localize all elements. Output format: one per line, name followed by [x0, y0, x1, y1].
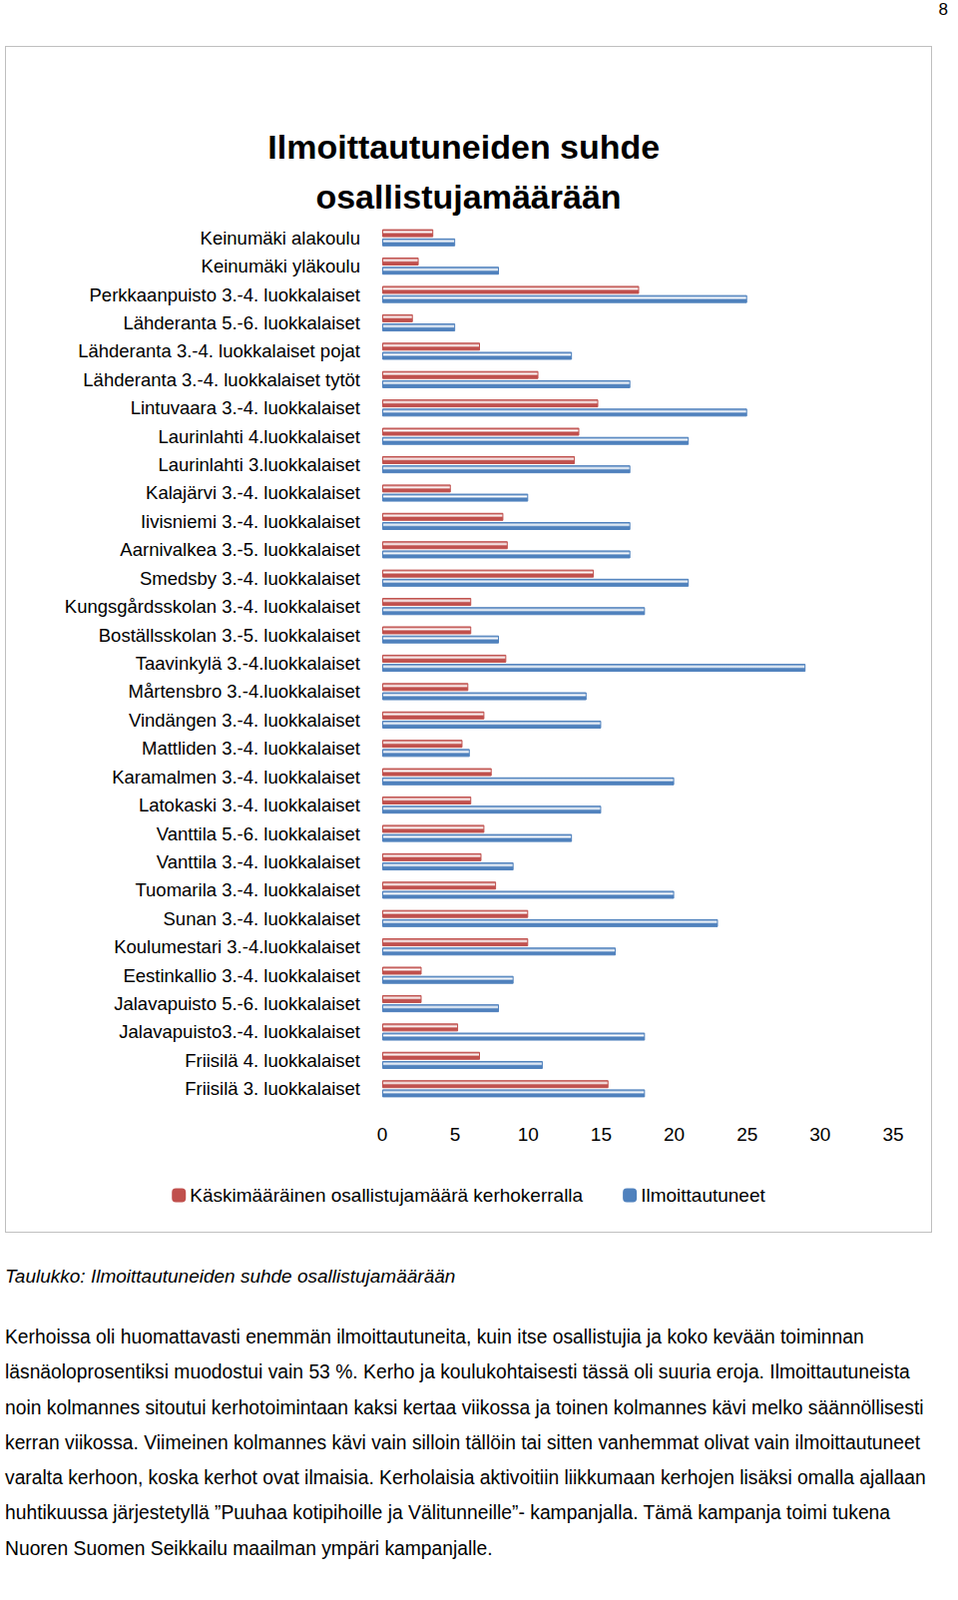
html-text:Kerhoissa oli huomattavasti en: Kerhoissa oli huomattavasti enemmän ilmo…	[4, 1326, 926, 1559]
svg-text:Laurinlahti 3.luokkalaiset: Laurinlahti 3.luokkalaiset	[157, 454, 361, 476]
svg-text:Sunan 3.-4. luokkalaiset: Sunan 3.-4. luokkalaiset	[163, 908, 361, 930]
svg-text:Vanttila 5.-6. luokkalaiset: Vanttila 5.-6. luokkalaiset	[156, 823, 361, 845]
html-text:Taulukko: Ilmoittautuneiden su: Taulukko: Ilmoittautuneiden suhde osalli…	[4, 1265, 456, 1287]
svg-text:Mattliden 3.-4. luokkalaiset: Mattliden 3.-4. luokkalaiset	[141, 737, 361, 759]
svg-text:15: 15	[590, 1123, 612, 1145]
svg-text:Friisilä 4. luokkalaiset: Friisilä 4. luokkalaiset	[184, 1049, 361, 1071]
svg-text:Tuomarila 3.-4. luokkalaiset: Tuomarila 3.-4. luokkalaiset	[134, 879, 361, 901]
html-text:8: 8	[938, 0, 949, 19]
svg-text:Boställsskolan 3.-5. luokkalai: Boställsskolan 3.-5. luokkalaiset	[98, 624, 361, 646]
svg-text:Karamalmen 3.-4. luokkalaiset: Karamalmen 3.-4. luokkalaiset	[111, 766, 361, 788]
svg-text:osallistujamäärään: osallistujamäärään	[315, 177, 621, 216]
svg-text:Eestinkallio 3.-4. luokkalaise: Eestinkallio 3.-4. luokkalaiset	[122, 964, 361, 986]
svg-text:Vindängen 3.-4. luokkalaiset: Vindängen 3.-4. luokkalaiset	[128, 709, 361, 731]
svg-text:20: 20	[663, 1123, 685, 1145]
svg-text:30: 30	[809, 1123, 831, 1145]
svg-text:5: 5	[450, 1123, 462, 1145]
svg-text:Ilmoittautuneet: Ilmoittautuneet	[640, 1184, 766, 1206]
svg-text:Aarnivalkea 3.-5. luokkalaiset: Aarnivalkea 3.-5. luokkalaiset	[119, 538, 361, 560]
svg-text:Kalajärvi 3.-4. luokkalaiset: Kalajärvi 3.-4. luokkalaiset	[145, 481, 361, 503]
svg-text:Ilmoittautuneiden suhde: Ilmoittautuneiden suhde	[267, 127, 669, 166]
svg-text:Jalavapuisto3.-4. luokkalaiset: Jalavapuisto3.-4. luokkalaiset	[118, 1020, 361, 1042]
svg-text:Käskimääräinen osallistujamäär: Käskimääräinen osallistujamäärä kerhoker…	[189, 1184, 583, 1206]
svg-text:Keinumäki alakoulu: Keinumäki alakoulu	[200, 227, 361, 249]
svg-text:Kungsgårdsskolan 3.-4. luokkal: Kungsgårdsskolan 3.-4. luokkalaiset	[64, 595, 361, 617]
svg-text:Iivisniemi 3.-4. luokkalaiset: Iivisniemi 3.-4. luokkalaiset	[140, 510, 361, 532]
svg-text:35: 35	[882, 1123, 904, 1145]
svg-text:Lähderanta 3.-4. luokkalaiset: Lähderanta 3.-4. luokkalaiset pojat	[77, 340, 361, 362]
svg-text:10: 10	[517, 1123, 539, 1145]
svg-text:Lintuvaara 3.-4. luokkalaiset: Lintuvaara 3.-4. luokkalaiset	[130, 397, 361, 419]
svg-text:Vanttila 3.-4. luokkalaiset: Vanttila 3.-4. luokkalaiset	[156, 851, 361, 873]
svg-text:Laurinlahti 4.luokkalaiset: Laurinlahti 4.luokkalaiset	[157, 426, 361, 448]
svg-text:Perkkaanpuisto 3.-4. luokkalai: Perkkaanpuisto 3.-4. luokkalaiset	[89, 284, 361, 306]
svg-text:Mårtensbro 3.-4.luokkalaiset: Mårtensbro 3.-4.luokkalaiset	[128, 680, 361, 702]
svg-text:Friisilä 3. luokkalaiset: Friisilä 3. luokkalaiset	[184, 1077, 361, 1099]
svg-text:Koulumestari 3.-4.luokkalaiset: Koulumestari 3.-4.luokkalaiset	[113, 936, 361, 958]
svg-text:Lähderanta 3.-4. luokkalaiset: Lähderanta 3.-4. luokkalaiset tytöt	[82, 369, 361, 391]
svg-text:Keinumäki yläkoulu: Keinumäki yläkoulu	[201, 255, 361, 277]
svg-text:Smedsby 3.-4. luokkalaiset: Smedsby 3.-4. luokkalaiset	[139, 567, 361, 589]
svg-text:0: 0	[377, 1123, 389, 1145]
svg-text:Latokaski 3.-4. luokkalaiset: Latokaski 3.-4. luokkalaiset	[138, 794, 361, 816]
svg-text:Jalavapuisto 5.-6. luokkalaise: Jalavapuisto 5.-6. luokkalaiset	[113, 992, 361, 1014]
svg-text:25: 25	[736, 1123, 758, 1145]
svg-text:Lähderanta 5.-6. luokkalaiset: Lähderanta 5.-6. luokkalaiset	[122, 312, 361, 334]
svg-text:Taavinkylä 3.-4.luokkalaiset: Taavinkylä 3.-4.luokkalaiset	[135, 652, 361, 674]
